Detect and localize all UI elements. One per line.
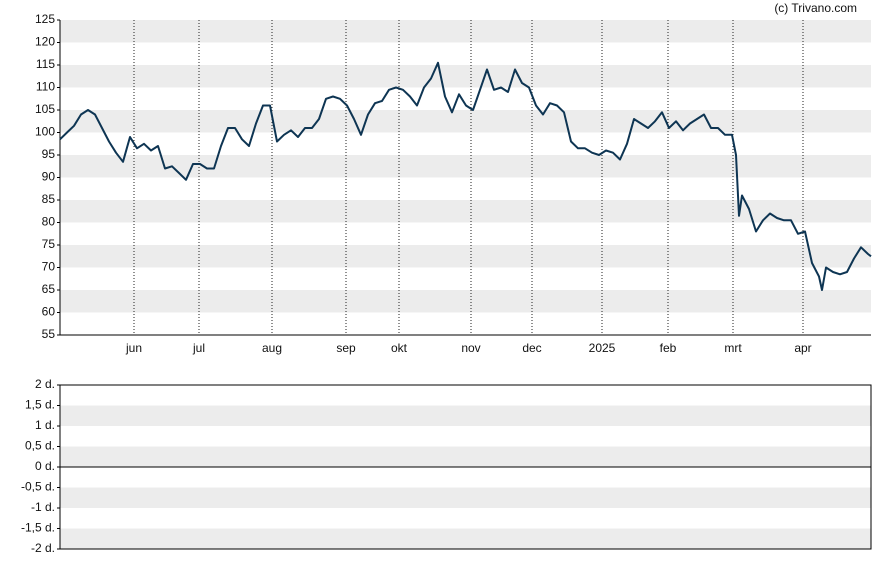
band (60, 245, 871, 268)
y-tick-label: 60 (42, 305, 56, 319)
y-tick-label: 90 (42, 170, 56, 184)
y-tick-label: 125 (35, 12, 55, 26)
y-tick-label: 80 (42, 215, 56, 229)
x-tick-label: feb (660, 341, 677, 355)
x-tick-label: okt (391, 341, 408, 355)
y-tick-label: 65 (42, 282, 56, 296)
price-line (59, 61, 872, 291)
y-tick-label: 100 (35, 125, 55, 139)
band (60, 155, 871, 178)
band (60, 528, 871, 549)
x-tick-label: nov (461, 341, 480, 355)
band (60, 487, 871, 508)
y-tick-label: 120 (35, 35, 55, 49)
x-tick-label: aug (262, 341, 282, 355)
x-tick-label: apr (794, 341, 811, 355)
x-tick-label: mrt (724, 341, 742, 355)
frame (59, 384, 872, 550)
x-tick-label: dec (522, 341, 541, 355)
x-tick-label: 2025 (589, 341, 616, 355)
y-tick-label: -0,5 d. (21, 480, 55, 494)
y-tick-label: 75 (42, 237, 56, 251)
x-tick-label: jun (125, 341, 142, 355)
y-tick-label: 0 d. (35, 459, 55, 473)
band (60, 290, 871, 313)
y-tick-label: 105 (35, 102, 55, 116)
band (60, 200, 871, 223)
y-tick-label: 55 (42, 327, 56, 341)
band (60, 20, 871, 43)
y-tick-label: 110 (36, 80, 55, 94)
y-tick-label: 115 (36, 57, 55, 71)
band (60, 405, 871, 426)
y-tick-label: 1 d. (35, 418, 55, 432)
band (60, 110, 871, 133)
x-tick-label: sep (336, 341, 356, 355)
y-tick-label: -2 d. (31, 541, 55, 555)
y-tick-label: 1,5 d. (25, 398, 55, 412)
y-tick-label: 85 (42, 192, 56, 206)
source: (c) Trivano.com (774, 1, 857, 15)
x-tick-label: jul (192, 341, 205, 355)
band (60, 65, 871, 88)
y-tick-label: 0,5 d. (25, 439, 55, 453)
band (60, 446, 871, 467)
y-tick-label: 2 d. (35, 377, 55, 391)
y-tick-label: 70 (42, 260, 56, 274)
y-tick-label: -1,5 d. (21, 521, 55, 535)
y-tick-label: -1 d. (31, 500, 55, 514)
y-tick-label: 95 (42, 147, 56, 161)
